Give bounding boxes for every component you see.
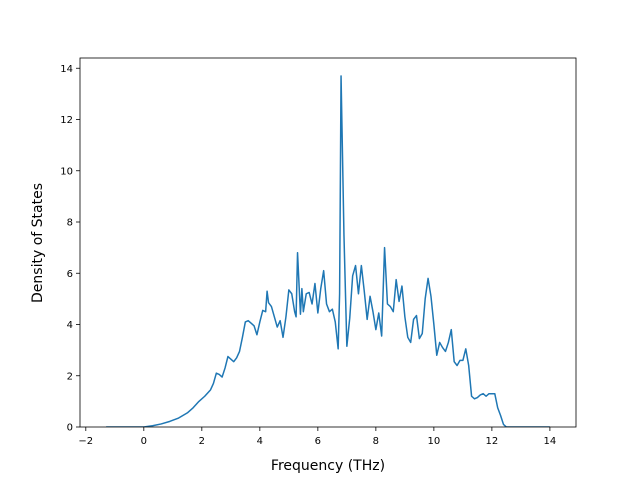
y-tick-label: 0: [67, 423, 73, 434]
x-tick-label: 14: [544, 436, 557, 447]
plot-area: [106, 75, 550, 427]
x-tick-label: 10: [428, 436, 441, 447]
x-tick-label: 0: [141, 436, 147, 447]
x-tick-label: 12: [486, 436, 499, 447]
y-axis-label: Density of States: [30, 183, 46, 303]
y-tick-label: 8: [67, 218, 73, 229]
x-tick-label: 4: [257, 436, 263, 447]
y-tick-label: 14: [60, 64, 73, 75]
plot-frame: [79, 57, 577, 428]
y-tick-label: 4: [67, 320, 73, 331]
x-tick-label: 6: [315, 436, 321, 447]
x-tick-label: −2: [78, 436, 93, 447]
x-axis-label: Frequency (THz): [271, 458, 385, 474]
y-tick-label: 10: [60, 166, 73, 177]
x-tick-label: 2: [199, 436, 205, 447]
axes: −2 0 2 4 6 8 10 12 14 0 2 4 6 8 10 12 14: [60, 57, 577, 447]
dos-series-line: [106, 75, 550, 427]
y-tick-label: 6: [67, 269, 73, 280]
y-tick-label: 12: [60, 115, 73, 126]
y-tick-label: 2: [67, 371, 73, 382]
x-tick-label: 8: [373, 436, 379, 447]
